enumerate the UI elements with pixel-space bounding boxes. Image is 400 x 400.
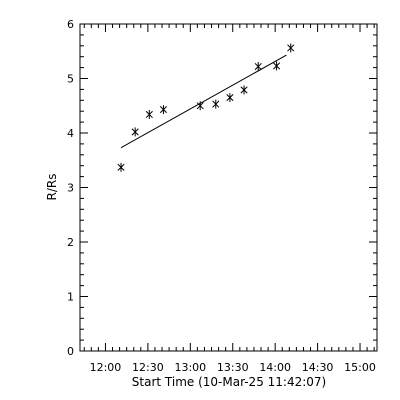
data-point [159,105,167,115]
x-axis: 12:00 12:30 13:00 13:30 14:00 14:30 15:00 [83,24,376,374]
data-point [273,61,281,71]
data-points [117,43,295,172]
y-axis-label: R/Rs [45,174,59,201]
data-point [240,85,248,95]
data-point [212,99,220,109]
data-point [117,162,125,172]
data-point [196,101,204,111]
y-axis: 0 1 2 3 4 5 6 [67,18,377,358]
y-tick-label: 1 [67,291,74,304]
y-tick-label: 2 [67,236,74,249]
data-point [131,127,139,137]
y-tick-label: 4 [67,127,74,140]
y-tick-label: 6 [67,18,74,31]
x-tick-label: 12:00 [90,361,122,374]
x-tick-label: 14:00 [259,361,291,374]
y-tick-label: 0 [67,345,74,358]
fit-line [120,54,287,149]
plot-frame [79,23,378,352]
x-tick-label: 14:30 [302,361,334,374]
y-tick-label: 3 [67,182,74,195]
x-tick-label: 15:00 [344,361,376,374]
data-point [254,62,262,72]
data-point [226,93,234,103]
x-tick-label: 12:30 [132,361,164,374]
x-axis-label: Start Time (10-Mar-25 11:42:07) [132,375,326,389]
data-point [287,43,295,53]
x-tick-label: 13:30 [217,361,249,374]
x-tick-label: 13:00 [174,361,206,374]
data-point [145,109,153,119]
y-tick-label: 5 [67,73,74,86]
